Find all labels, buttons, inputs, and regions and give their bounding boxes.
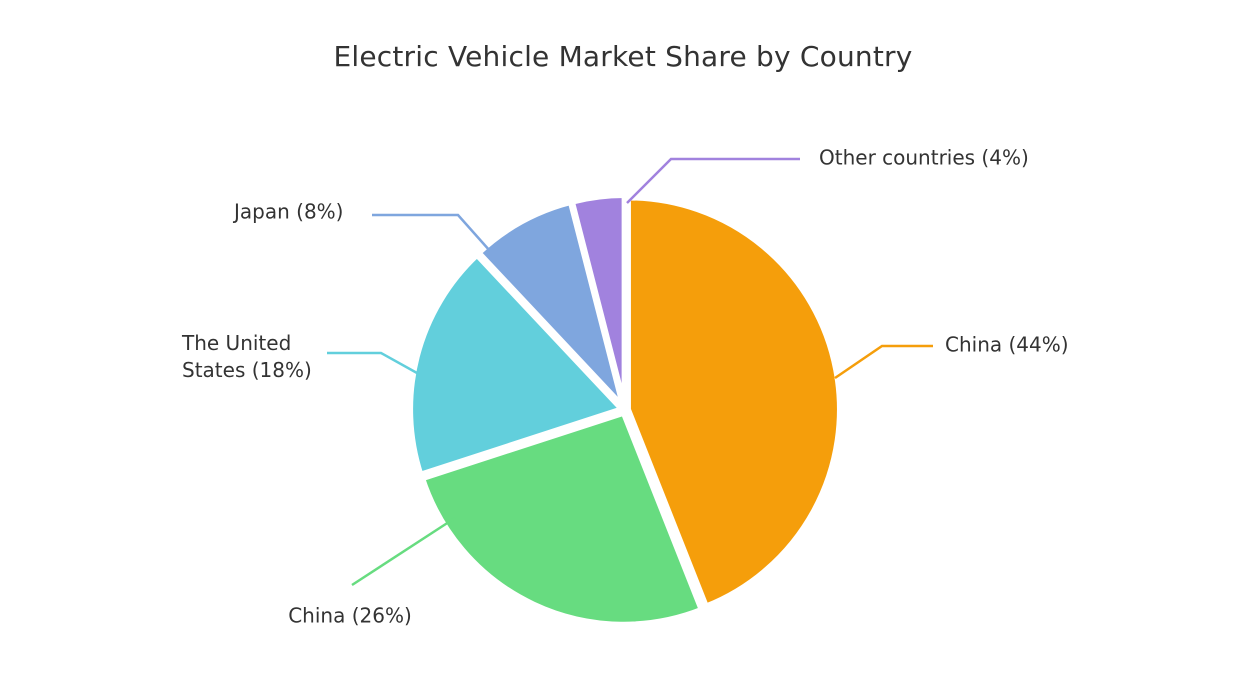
slice-label: The United States (18%) [181, 331, 312, 382]
slice-labels: China (44%) China (26%) The United States (… [181, 146, 1069, 628]
pie-slice [624, 194, 843, 610]
pie-slice [419, 409, 705, 628]
pie-slice [475, 199, 627, 411]
leader-line [834, 344, 933, 380]
slice-label: China (26%) [288, 604, 412, 628]
pie-slice [568, 192, 628, 411]
leader-line [372, 213, 491, 252]
pie-slice [407, 251, 626, 478]
leader-lines [327, 157, 933, 587]
chart-title: Electric Vehicle Market Share by Country [333, 40, 912, 73]
leader-line [626, 157, 800, 204]
leader-line [351, 516, 456, 587]
slice-label: China (44%) [945, 333, 1069, 357]
leader-line [327, 351, 418, 375]
slice-label: Japan (8%) [232, 200, 343, 224]
slice-label: Other countries (4%) [819, 146, 1029, 170]
pie-slices [407, 192, 843, 628]
